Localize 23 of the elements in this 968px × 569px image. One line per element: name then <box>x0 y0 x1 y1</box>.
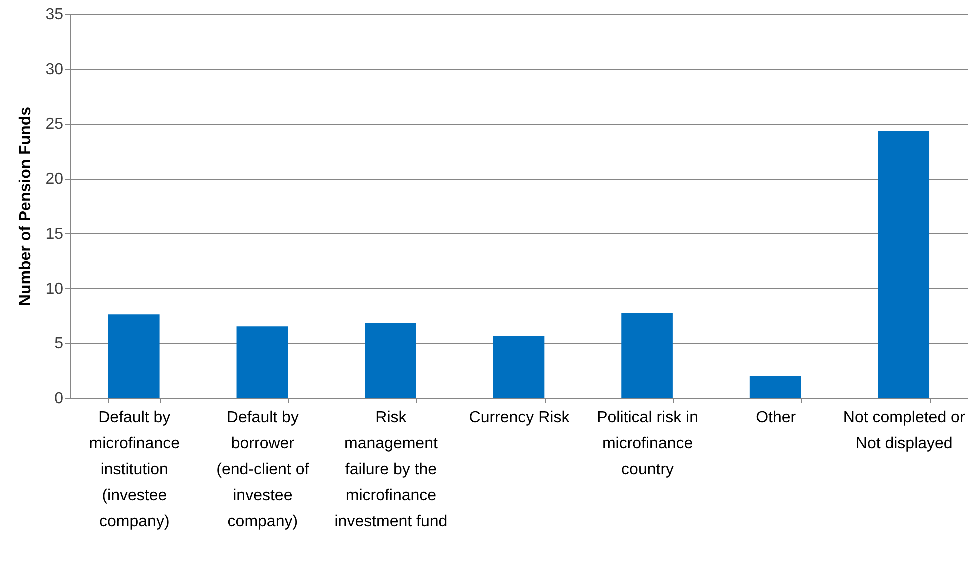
bar <box>108 314 160 398</box>
y-axis-title: Number of Pension Funds <box>18 106 35 306</box>
y-tick-label: 5 <box>54 336 64 353</box>
bar <box>493 336 545 398</box>
y-tick-label: 30 <box>46 61 64 78</box>
y-tick-label: 35 <box>46 6 64 24</box>
bar <box>365 323 416 398</box>
x-tick-label: Default by borrower (end-client of investee company) <box>216 410 310 530</box>
y-tick-label: 15 <box>46 226 64 243</box>
y-tick-label: 0 <box>54 390 64 408</box>
bar <box>750 376 802 398</box>
x-tick-label: Currency Risk <box>469 410 571 426</box>
bar <box>236 326 288 398</box>
x-tick-label: Risk management failure by the microfinance investment fund <box>334 410 448 530</box>
x-tick-label: Political risk in microfinance country <box>597 410 698 478</box>
bar <box>622 314 673 398</box>
x-tick-label: Default by microfinance institution (investee company) <box>89 410 180 530</box>
x-tick-label: Other <box>756 410 797 426</box>
x-tick-label: Not completed or Not displayed <box>843 410 966 452</box>
y-tick-label: 10 <box>46 280 64 298</box>
y-tick-label: 20 <box>46 171 64 188</box>
bar <box>878 131 930 398</box>
y-tick-label: 25 <box>46 116 64 134</box>
